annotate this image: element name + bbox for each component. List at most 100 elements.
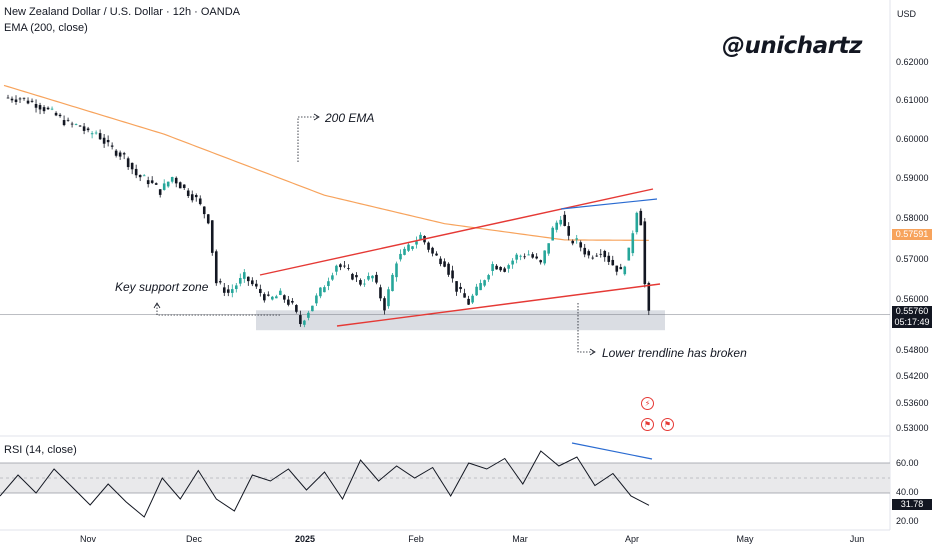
candle bbox=[30, 98, 34, 103]
candle-body bbox=[70, 123, 74, 125]
candle bbox=[38, 102, 42, 115]
candle-body bbox=[259, 288, 262, 294]
candle-body bbox=[431, 247, 434, 254]
candle bbox=[339, 263, 342, 271]
event-lightning-icon[interactable]: ⚡ bbox=[641, 397, 654, 410]
candles bbox=[6, 94, 651, 328]
event-flag-us-icon[interactable]: ⚑ bbox=[661, 418, 674, 431]
candle bbox=[495, 264, 498, 270]
candle bbox=[547, 243, 550, 256]
candle-body bbox=[202, 206, 206, 215]
candle-body bbox=[399, 253, 402, 260]
candle bbox=[118, 150, 122, 160]
rsi-divergence-line bbox=[571, 442, 653, 460]
candle bbox=[359, 278, 362, 287]
candle bbox=[615, 265, 619, 276]
candle bbox=[599, 249, 603, 258]
chart-title[interactable]: New Zealand Dollar / U.S. Dollar · 12h ·… bbox=[4, 6, 240, 18]
candle-body bbox=[499, 266, 502, 271]
candle bbox=[439, 256, 442, 267]
candle bbox=[559, 216, 562, 227]
candle bbox=[331, 272, 334, 281]
support-arrow-head bbox=[153, 302, 161, 309]
candle-body bbox=[595, 255, 599, 257]
candle bbox=[335, 264, 338, 276]
candle-body bbox=[407, 244, 410, 251]
candle bbox=[415, 236, 418, 249]
candle-body bbox=[543, 250, 546, 264]
candle-body bbox=[547, 243, 550, 254]
candle-body bbox=[114, 150, 118, 156]
candle-body bbox=[475, 286, 478, 296]
candle-body bbox=[110, 145, 114, 147]
candle-body bbox=[419, 234, 422, 240]
candle bbox=[551, 226, 554, 241]
candle-body bbox=[118, 152, 122, 157]
candle-body bbox=[146, 180, 150, 185]
candle bbox=[387, 286, 390, 309]
ema-annotation-arrow bbox=[297, 116, 318, 162]
candle-body bbox=[98, 133, 102, 140]
price-tag: 0.55760 bbox=[892, 306, 932, 317]
candle bbox=[503, 266, 506, 273]
candle bbox=[170, 176, 174, 184]
candle-body bbox=[30, 100, 34, 102]
candle bbox=[311, 305, 314, 312]
candle bbox=[218, 278, 222, 285]
candle bbox=[451, 265, 454, 283]
candle-body bbox=[291, 300, 294, 303]
candle bbox=[307, 310, 310, 321]
candle-body bbox=[523, 256, 526, 258]
ema-arrow-head bbox=[313, 113, 320, 121]
candle bbox=[90, 131, 94, 139]
candle-body bbox=[303, 320, 306, 325]
candle-body bbox=[383, 298, 386, 311]
candle bbox=[154, 182, 158, 185]
candle bbox=[98, 129, 102, 140]
rsi-indicator-label[interactable]: RSI (14, close) bbox=[4, 444, 77, 456]
time-tick: Feb bbox=[408, 534, 424, 544]
candle bbox=[62, 115, 66, 127]
candle bbox=[487, 273, 490, 282]
candle bbox=[535, 253, 538, 260]
candle bbox=[222, 282, 226, 297]
time-tick: Apr bbox=[624, 534, 640, 544]
rsi-band bbox=[0, 462, 890, 494]
upper-trendline bbox=[259, 188, 654, 276]
candle-body bbox=[162, 183, 166, 190]
candle-body bbox=[387, 289, 390, 307]
currency-label[interactable]: USD bbox=[897, 9, 917, 19]
candle bbox=[295, 304, 298, 314]
candle bbox=[158, 189, 162, 198]
time-tick: Jun bbox=[849, 534, 865, 544]
candle bbox=[619, 263, 623, 270]
candle bbox=[319, 287, 322, 299]
candle-body bbox=[483, 280, 486, 286]
candle bbox=[631, 230, 635, 257]
candle-body bbox=[395, 263, 398, 278]
candle-body bbox=[34, 103, 38, 108]
candle bbox=[343, 261, 346, 269]
candle-body bbox=[106, 139, 110, 143]
candle bbox=[467, 295, 470, 305]
time-tick: May bbox=[736, 534, 754, 544]
candle bbox=[639, 208, 643, 226]
candle-body bbox=[555, 222, 558, 230]
candle bbox=[579, 240, 583, 252]
candle-body bbox=[435, 253, 438, 256]
ema-indicator-label[interactable]: EMA (200, close) bbox=[4, 22, 88, 34]
candle bbox=[283, 294, 286, 303]
candle-body bbox=[14, 99, 18, 102]
candle bbox=[214, 249, 218, 286]
candle-body bbox=[222, 287, 226, 293]
price-tick: 0.62000 bbox=[896, 57, 929, 67]
event-flag-us-icon[interactable]: ⚑ bbox=[641, 418, 654, 431]
candle-body bbox=[283, 295, 286, 300]
candle bbox=[110, 142, 114, 150]
candle-body bbox=[287, 299, 290, 305]
candle bbox=[371, 275, 374, 282]
candle-body bbox=[563, 214, 566, 226]
candle-body bbox=[615, 265, 619, 272]
candle-body bbox=[575, 238, 579, 240]
candle bbox=[447, 262, 450, 277]
